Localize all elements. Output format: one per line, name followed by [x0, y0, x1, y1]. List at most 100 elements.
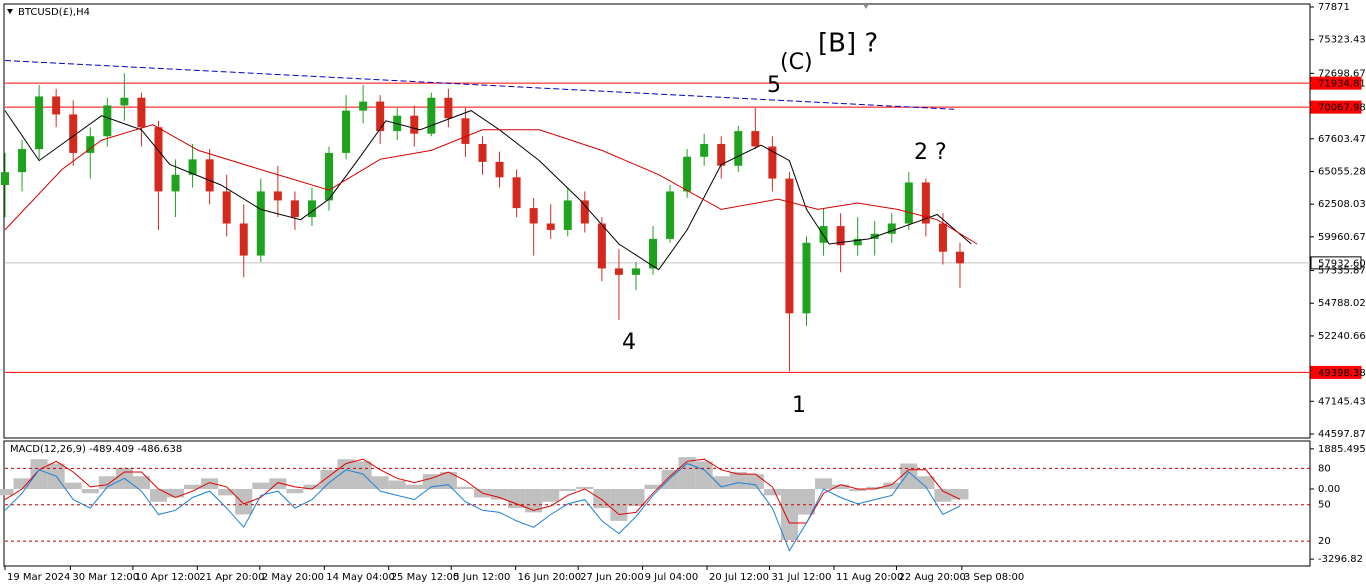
candle-body	[461, 118, 470, 144]
macd-histogram-bar	[303, 484, 321, 489]
macd-histogram-bar	[218, 488, 236, 496]
macd-histogram-bar	[388, 480, 406, 489]
candle-body	[35, 96, 44, 150]
macd-histogram-bar	[508, 488, 526, 509]
wave-label: 4	[622, 330, 636, 355]
macd-histogram-bar	[729, 471, 747, 489]
macd-line	[4, 458, 961, 524]
macd-histogram-bar	[559, 488, 577, 492]
x-tick-label: 31 Jul 12:00	[772, 572, 832, 583]
candle-body	[478, 143, 487, 162]
candle-body	[103, 105, 112, 137]
y-tick-label: 72698.67	[1318, 68, 1366, 79]
y-tick-label: 1885.495	[1318, 444, 1366, 455]
candle-body	[904, 182, 913, 224]
candle-body	[1, 172, 9, 186]
wave-label: 1	[792, 393, 806, 418]
macd-line	[4, 462, 961, 552]
candle-body	[597, 223, 606, 269]
x-tick-label: 19 Mar 2024	[7, 572, 70, 583]
y-tick-label: 65055.28	[1318, 166, 1366, 177]
x-tick-label: 21 Apr 20:00	[199, 572, 264, 583]
y-tick-label: 77871	[1318, 2, 1350, 13]
candle-body	[120, 97, 129, 106]
x-tick-label: 3 Sep 08:00	[964, 572, 1024, 583]
candle-body	[222, 191, 231, 224]
y-tick-label: 54788.02	[1318, 298, 1366, 309]
candle-body	[802, 242, 811, 314]
shift-marker	[863, 4, 869, 9]
macd-level-label: 50	[1318, 500, 1331, 511]
candle-body	[359, 101, 368, 111]
candle-body	[836, 226, 845, 246]
candle-body	[938, 223, 947, 252]
macd-histogram-bar	[64, 482, 82, 489]
candle-body	[256, 191, 265, 256]
wave-label: [B] ?	[818, 29, 878, 59]
x-tick-label: 10 Apr 12:00	[135, 572, 200, 583]
x-tick-label: 2 May 20:00	[262, 572, 324, 583]
candle-body	[273, 191, 282, 201]
level-label: 57932.60	[1318, 258, 1366, 269]
candle-body	[18, 149, 27, 173]
candle-body	[563, 200, 572, 230]
candle-body	[649, 238, 658, 269]
candle-body	[666, 191, 675, 239]
macd-histogram-bar	[456, 486, 474, 489]
macd-level-label: 80	[1318, 463, 1331, 474]
trendline	[4, 60, 955, 110]
chart-title: BTCUSD(£),H4	[18, 7, 90, 18]
x-tick-label: 25 May 12:00	[391, 572, 460, 583]
macd-histogram-bar	[525, 488, 543, 513]
candle-body	[751, 131, 760, 147]
macd-histogram-bar	[0, 488, 14, 496]
candle-body	[734, 131, 743, 166]
candle-body	[700, 143, 709, 157]
candle-body	[819, 226, 828, 243]
macd-histogram-bar	[286, 488, 304, 494]
wave-label: (C)	[780, 50, 813, 75]
macd-histogram-bar	[542, 488, 560, 502]
x-tick-label: 30 Mar 12:00	[72, 572, 139, 583]
y-tick-label: 47145.43	[1318, 396, 1366, 407]
candle-body	[495, 161, 504, 178]
macd-histogram-bar	[746, 474, 764, 489]
macd-histogram-bar	[98, 476, 116, 489]
candle-body	[512, 177, 521, 209]
level-label-box	[1310, 365, 1362, 379]
macd-histogram-bar	[13, 478, 31, 489]
macd-histogram-bar	[576, 486, 594, 489]
y-tick-label: 44597.87	[1318, 429, 1366, 440]
x-tick-label: 9 Jul 04:00	[645, 572, 699, 583]
y-tick-label: 52240.66	[1318, 331, 1366, 342]
level-label-box	[1310, 256, 1362, 270]
candle-body	[955, 251, 964, 264]
macd-histogram-bar	[866, 486, 884, 489]
moving-average	[4, 124, 978, 245]
macd-histogram-bar	[780, 488, 798, 541]
macd-title: MACD(12,26,9) -489.409 -486.638	[10, 444, 182, 455]
candle-body	[86, 136, 95, 153]
macd-histogram-bar	[132, 476, 150, 489]
macd-histogram-bar	[30, 459, 48, 489]
macd-histogram-bar	[354, 461, 372, 489]
x-tick-label: 16 Jun 20:00	[518, 572, 582, 583]
macd-histogram-bar	[422, 474, 440, 489]
macd-histogram-bar	[371, 476, 389, 489]
macd-histogram-bar	[491, 488, 509, 500]
candle-body	[768, 146, 777, 179]
candle-body	[137, 97, 146, 128]
level-label: 49398.38	[1318, 368, 1366, 379]
candle-body	[529, 208, 538, 224]
macd-histogram-bar	[849, 488, 867, 492]
y-tick-label: 75323.43	[1318, 35, 1366, 46]
level-label-box	[1310, 76, 1362, 90]
x-tick-label: 22 Aug 20:00	[898, 572, 965, 583]
y-tick-label: 59960.67	[1318, 232, 1366, 243]
macd-histogram-bar	[900, 463, 918, 489]
x-tick-label: 5 Jun 12:00	[453, 572, 510, 583]
macd-histogram-bar	[951, 488, 969, 500]
candle-body	[546, 223, 555, 230]
